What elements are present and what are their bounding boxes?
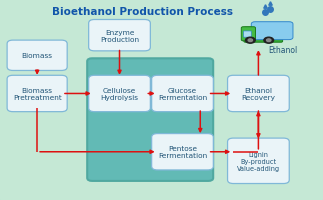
FancyBboxPatch shape (228, 138, 289, 184)
Text: Ethanol
Recovery: Ethanol Recovery (241, 87, 276, 101)
Text: Bioethanol Production Process: Bioethanol Production Process (52, 7, 233, 17)
FancyBboxPatch shape (7, 41, 67, 71)
Text: Pentose
Fermentation: Pentose Fermentation (158, 145, 207, 159)
Circle shape (266, 40, 271, 42)
Circle shape (245, 38, 255, 44)
Text: Enzyme
Production: Enzyme Production (100, 29, 139, 43)
FancyBboxPatch shape (244, 28, 283, 43)
FancyBboxPatch shape (89, 76, 150, 112)
FancyBboxPatch shape (244, 32, 251, 38)
Text: Ethanol: Ethanol (268, 46, 297, 54)
Text: Biomass
Pretreatment: Biomass Pretreatment (13, 87, 61, 101)
FancyBboxPatch shape (251, 23, 293, 40)
FancyBboxPatch shape (241, 28, 255, 42)
Text: Cellulose
Hydrolysis: Cellulose Hydrolysis (100, 87, 139, 101)
Text: Glucose
Fermentation: Glucose Fermentation (158, 87, 207, 101)
Circle shape (248, 40, 253, 42)
Circle shape (264, 38, 274, 44)
Text: Biomass: Biomass (22, 53, 53, 59)
FancyBboxPatch shape (87, 59, 213, 181)
Text: Lignin
By-product
Value-adding: Lignin By-product Value-adding (237, 151, 280, 171)
FancyBboxPatch shape (89, 20, 150, 52)
FancyBboxPatch shape (7, 76, 67, 112)
FancyBboxPatch shape (152, 76, 213, 112)
FancyBboxPatch shape (228, 76, 289, 112)
FancyBboxPatch shape (152, 134, 213, 170)
